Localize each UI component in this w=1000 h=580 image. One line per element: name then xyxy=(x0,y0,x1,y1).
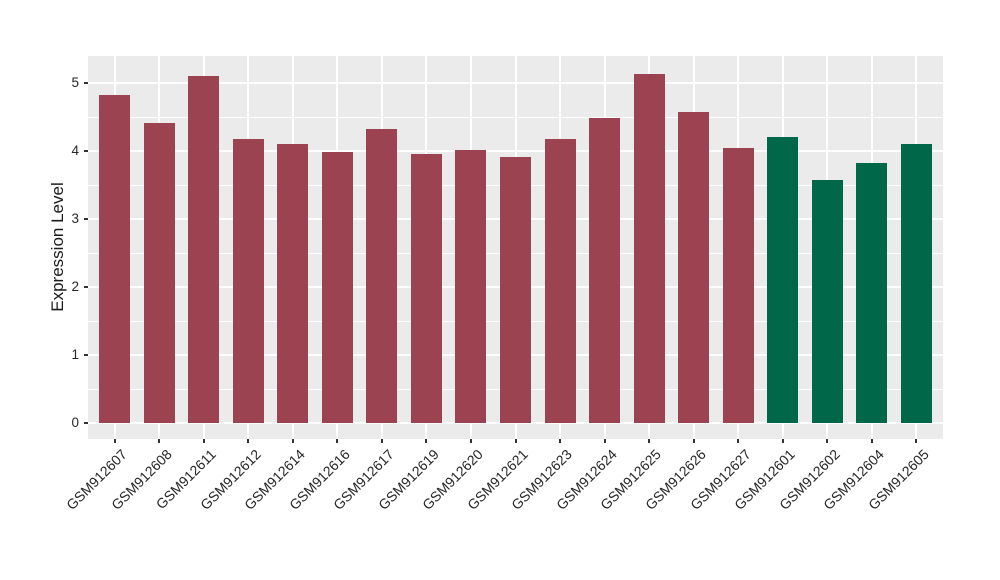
y-tick-mark xyxy=(84,286,88,288)
bar xyxy=(188,76,220,423)
y-tick-mark xyxy=(84,150,88,152)
bar xyxy=(811,180,843,423)
y-tick-label: 3 xyxy=(71,211,79,226)
x-tick-mark xyxy=(158,439,161,443)
x-tick-mark xyxy=(202,439,205,443)
bar xyxy=(500,157,531,423)
x-tick-mark xyxy=(247,439,250,443)
bar xyxy=(455,150,487,423)
bar xyxy=(321,151,353,423)
bar xyxy=(99,95,131,423)
x-tick-mark xyxy=(648,439,651,443)
x-tick-mark xyxy=(826,439,829,443)
bar xyxy=(633,74,665,423)
y-tick-mark xyxy=(84,82,88,84)
bar xyxy=(722,148,754,423)
y-tick-label: 4 xyxy=(71,143,79,158)
bar xyxy=(232,139,264,423)
x-tick-mark xyxy=(380,439,383,443)
bar xyxy=(589,117,621,423)
x-tick-mark xyxy=(291,439,294,443)
plot-panel xyxy=(88,56,943,439)
x-tick-mark xyxy=(692,439,695,443)
x-tick-mark xyxy=(336,439,339,443)
bar xyxy=(277,144,309,423)
bar xyxy=(410,154,442,423)
y-tick-label: 0 xyxy=(71,415,79,430)
x-tick-mark xyxy=(915,439,918,443)
x-tick-mark xyxy=(514,439,517,443)
bar xyxy=(900,144,932,423)
x-tick-mark xyxy=(603,439,606,443)
bar xyxy=(767,137,799,423)
bar xyxy=(366,129,398,423)
x-tick-mark xyxy=(737,439,740,443)
x-tick-mark xyxy=(559,439,562,443)
x-tick-mark xyxy=(113,439,116,443)
y-tick-label: 1 xyxy=(71,347,79,362)
y-tick-mark xyxy=(84,422,88,424)
x-tick-mark xyxy=(870,439,873,443)
y-axis: 0 1 2 3 4 5 xyxy=(0,0,79,580)
y-tick-mark xyxy=(84,218,88,220)
x-tick-mark xyxy=(781,439,784,443)
y-tick-label: 5 xyxy=(71,75,79,90)
y-tick-mark xyxy=(84,354,88,356)
y-tick-label: 2 xyxy=(71,279,79,294)
x-tick-mark xyxy=(469,439,472,443)
bar xyxy=(544,139,576,423)
bar xyxy=(143,123,175,423)
x-tick-mark xyxy=(425,439,428,443)
bar xyxy=(856,162,888,423)
bar xyxy=(678,112,710,423)
